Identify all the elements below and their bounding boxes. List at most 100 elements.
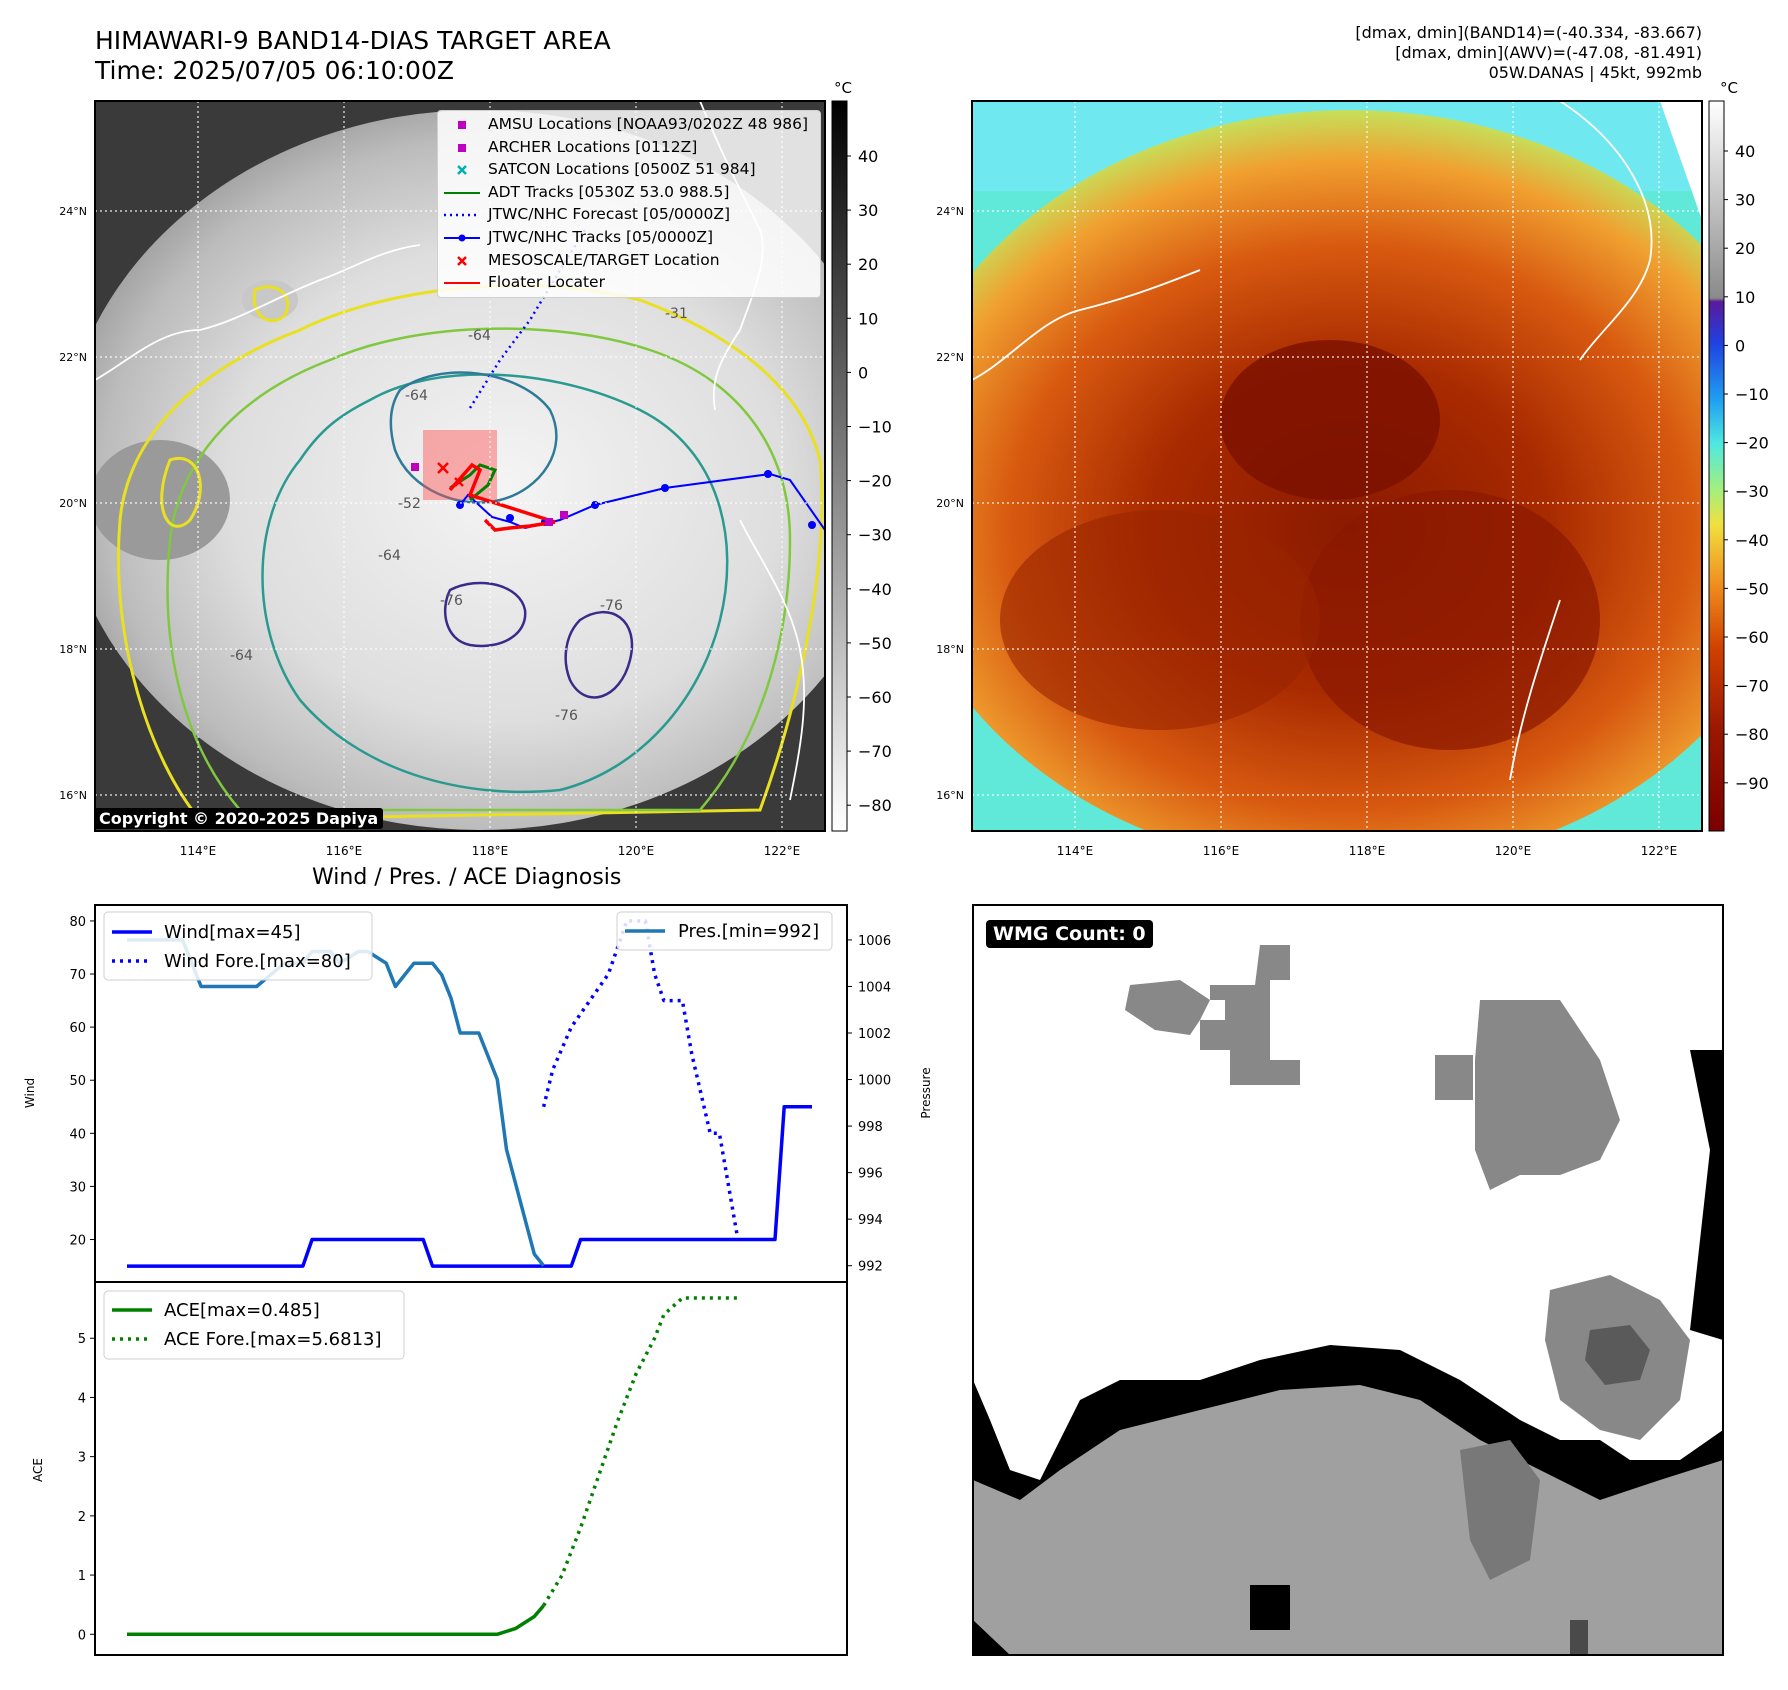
ace-tick-label: 3 — [78, 1451, 86, 1466]
colorbar-right: °C 40 30 20 10 0 −10 −20 −30 −40 −50 −60 −70 −80 −90 — [1708, 79, 1769, 832]
lat-tick-label: 16°N — [59, 789, 87, 802]
ace-tick-label: 1 — [78, 1569, 86, 1584]
map-legend-label: MESOSCALE/TARGET Location — [488, 250, 720, 269]
legend-marker-icon — [457, 255, 467, 266]
colorbar-tick-label: 30 — [858, 201, 878, 220]
lat-tick-label: 22°N — [936, 351, 964, 364]
map-legend-label: Floater Locater — [488, 273, 605, 292]
pres-tick-label: 1000 — [858, 1074, 891, 1089]
ace-tick-label: 4 — [78, 1391, 86, 1406]
legend-ace-fore: ACE Fore.[max=5.6813] — [164, 1329, 382, 1350]
colorbar-tick-label: −40 — [858, 580, 892, 599]
lon-tick-label: 122°E — [1641, 844, 1678, 858]
ace-plot: 0 1 2 3 4 5 ACE ACE[max=0.485] ACE Fore.[max=… — [31, 1281, 848, 1656]
lat-tick-label: 16°N — [936, 789, 964, 802]
lon-tick-label: 114°E — [1057, 844, 1094, 858]
lon-tick-label: 116°E — [326, 844, 363, 858]
pres-ylabel: Pressure — [919, 1067, 933, 1118]
map-legend-item: ARCHER Locations [0112Z] — [438, 137, 820, 159]
colorbar-tick-label: 20 — [1735, 239, 1755, 258]
colorbar-tick-label: 10 — [1735, 288, 1755, 307]
map-legend-label: ADT Tracks [0530Z 53.0 988.5] — [488, 182, 730, 201]
info-line-2: [dmax, dmin](AWV)=(-47.08, -81.491) — [1395, 43, 1702, 62]
contour-label: -64 — [230, 648, 253, 664]
colorbar-tick-label: −20 — [1735, 434, 1769, 453]
colorbar-tick-label: −70 — [858, 742, 892, 761]
colorbar-tick-label: −80 — [1735, 725, 1769, 744]
colorbar-tick-label: 0 — [1735, 336, 1745, 355]
contour-label: -76 — [555, 708, 578, 724]
legend-marker-icon — [458, 121, 466, 129]
colorbar-tick-label: −50 — [858, 634, 892, 653]
lat-tick-label: 24°N — [59, 205, 87, 218]
figure-info: [dmax, dmin](BAND14)=(-40.334, -83.667) … — [1355, 23, 1702, 83]
series-line-0 — [127, 1105, 812, 1268]
legend-marker-icon — [457, 165, 467, 176]
lat-tick-label: 20°N — [59, 497, 87, 510]
map-legend-label: ARCHER Locations [0112Z] — [488, 137, 698, 156]
legend-wind: Wind[max=45] — [164, 922, 301, 943]
colorbar-tick-label: −40 — [1735, 531, 1769, 550]
ace-legend: ACE[max=0.485] ACE Fore.[max=5.6813] — [103, 1290, 405, 1360]
map-legend-label: SATCON Locations [0500Z 51 984] — [488, 160, 756, 179]
map-legend-label: AMSU Locations [NOAA93/0202Z 48 986] — [488, 115, 809, 133]
legend-marker-icon — [444, 282, 480, 285]
map-legend-item: SATCON Locations [0500Z 51 984] — [438, 159, 820, 181]
wind-legend: Wind[max=45] Wind Fore.[max=80] — [103, 911, 373, 981]
wind-ylabel: Wind — [23, 1078, 37, 1108]
map-legend-label: JTWC/NHC Tracks [05/0000Z] — [488, 228, 714, 246]
ace-ylabel: ACE — [31, 1458, 45, 1482]
legend-marker-icon — [458, 143, 466, 152]
title-line-1: HIMAWARI-9 BAND14-DIAS TARGET AREA — [95, 26, 611, 55]
colorbar-tick-label: −80 — [858, 796, 892, 815]
pres-tick-label: 996 — [858, 1167, 883, 1182]
legend-pres: Pres.[min=992] — [678, 921, 819, 942]
colorbar-tick-label: −60 — [858, 688, 892, 707]
legend-marker-icon — [444, 191, 480, 194]
lon-tick-label: 118°E — [472, 844, 509, 858]
colorbar-tick-label: −50 — [1735, 579, 1769, 598]
colorbar-tick-label: −20 — [858, 472, 892, 491]
title-line-2: Time: 2025/07/05 06:10:00Z — [95, 56, 454, 85]
lat-tick-label: 18°N — [59, 643, 87, 656]
contour-label: -76 — [600, 598, 623, 614]
series-line-3 — [127, 1604, 545, 1637]
wmg-panel — [972, 904, 1724, 1656]
contour-label: -76 — [440, 593, 463, 609]
colorbar-tick-label: −30 — [1735, 482, 1769, 501]
wind-tick-label: 60 — [69, 1021, 86, 1036]
lon-tick-label: 122°E — [764, 844, 801, 858]
pres-tick-label: 1004 — [858, 980, 891, 995]
ace-tick-label: 5 — [78, 1332, 86, 1347]
wind-pres-plot: 20 30 40 50 60 70 80 992 994 996 998 1000 1002 1004 1… — [23, 904, 933, 1283]
colorbar-tick-label: −10 — [1735, 385, 1769, 404]
pres-tick-label: 1002 — [858, 1027, 891, 1042]
info-line-3: 05W.DANAS | 45kt, 992mb — [1488, 63, 1702, 82]
lat-tick-label: 22°N — [59, 351, 87, 364]
pres-tick-label: 1006 — [858, 934, 891, 949]
colorbar-tick-label: 40 — [1735, 142, 1755, 161]
colorbar-tick-label: 0 — [858, 363, 868, 382]
legend-marker-icon — [444, 214, 480, 217]
colorbar-tick-label: 20 — [858, 255, 878, 274]
lon-tick-label: 120°E — [618, 844, 655, 858]
map-legend-item: AMSU Locations [NOAA93/0202Z 48 986] — [438, 114, 820, 136]
colorbar-tick-label: 10 — [858, 309, 878, 328]
contour-label: -52 — [398, 496, 421, 512]
lat-tick-label: 18°N — [936, 643, 964, 656]
series-line-2 — [127, 938, 545, 1267]
wind-tick-label: 20 — [69, 1234, 86, 1249]
colorbar-tick-label: −10 — [858, 418, 892, 437]
colorbar-tick-label: −60 — [1735, 628, 1769, 647]
pres-tick-label: 992 — [858, 1260, 883, 1275]
legend-ace: ACE[max=0.485] — [164, 1300, 320, 1321]
lon-tick-label: 116°E — [1203, 844, 1240, 858]
colorbar-tick-label: −90 — [1735, 774, 1769, 793]
lat-tick-label: 24°N — [936, 205, 964, 218]
figure-title: HIMAWARI-9 BAND14-DIAS TARGET AREA Time:… — [95, 26, 611, 86]
ace-tick-label: 2 — [78, 1510, 86, 1525]
contour-label: -64 — [468, 328, 491, 344]
info-line-1: [dmax, dmin](BAND14)=(-40.334, -83.667) — [1355, 23, 1702, 42]
lon-tick-label: 114°E — [180, 844, 217, 858]
